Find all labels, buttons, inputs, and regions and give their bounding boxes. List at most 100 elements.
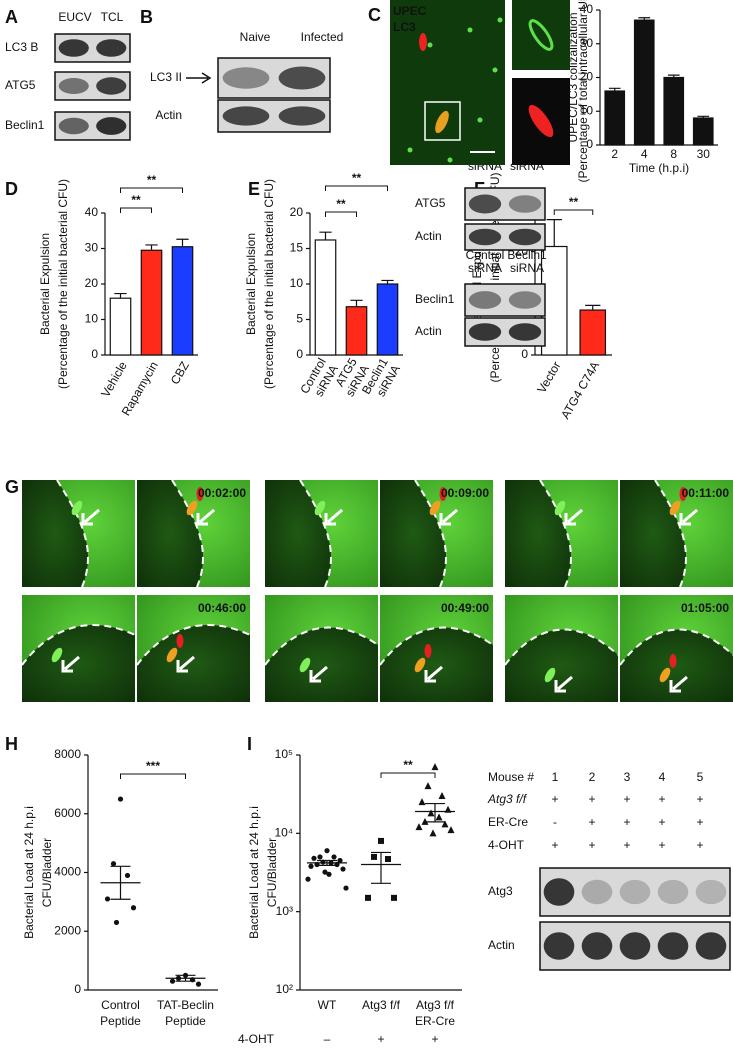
data-point: [308, 863, 314, 869]
y-axis-label: (Percentage of the initial bacterial CFU…: [56, 179, 70, 389]
blot-band: [508, 323, 542, 341]
blot-band: [695, 879, 727, 905]
bacterium: [528, 19, 554, 51]
blot-band: [278, 66, 326, 90]
y-tick-label: 20: [85, 276, 99, 290]
bar: [692, 117, 714, 146]
condition-mark: +: [658, 838, 665, 852]
x-tick-label: Atg3 f/f: [416, 998, 455, 1012]
dark-region: [505, 480, 571, 587]
x-tick-label: Control: [101, 998, 140, 1012]
speck: [447, 157, 453, 163]
arrow: [439, 508, 458, 526]
row-mark: –: [324, 1032, 331, 1046]
arrow: [324, 508, 343, 526]
blot-band: [96, 77, 127, 95]
condition-mark: +: [588, 815, 595, 829]
data-point: [130, 905, 137, 911]
blot-band: [222, 67, 270, 89]
condition-mark: +: [551, 792, 558, 806]
bacterium: [176, 634, 184, 648]
blot-band: [657, 879, 689, 905]
blot-band: [619, 879, 651, 905]
arrow: [186, 72, 212, 84]
y-axis-label: Bacterial Load at 24 h.p.i: [22, 806, 36, 939]
row-label: Beclin1: [5, 118, 45, 132]
data-point: [324, 848, 330, 854]
data-point: [322, 869, 328, 875]
data-point: [378, 837, 384, 844]
x-tick-label: 8: [670, 147, 677, 161]
lane-label: TCL: [101, 10, 124, 24]
x-tick-label-group: Vector: [534, 359, 563, 395]
bacterium: [314, 500, 326, 516]
error-bar: [110, 865, 131, 900]
dark-region: [22, 480, 88, 587]
blot-band: [96, 39, 127, 57]
x-tick-label: ER-Cre: [415, 1014, 455, 1028]
y-axis-label: Bacterial Expulsion: [38, 233, 52, 335]
bacterium: [544, 667, 556, 683]
significance-label: **: [147, 173, 157, 187]
y-tick-label: 10: [290, 276, 304, 290]
lane-label: Beclin1: [507, 248, 547, 262]
x-tick-label: Vector: [534, 359, 563, 395]
bar: [376, 283, 399, 356]
error-bar: [608, 87, 621, 91]
bacterium: [166, 647, 178, 663]
error-bar: [425, 802, 445, 823]
lane-label: siRNA: [510, 261, 544, 275]
dark-region: [137, 480, 203, 587]
bar: [171, 246, 194, 356]
data-point: [435, 813, 443, 821]
boundary: [136, 624, 251, 666]
channel-label: UPEC: [393, 4, 427, 18]
arrow: [196, 508, 215, 526]
lane-label: 4: [659, 770, 666, 784]
condition-mark: +: [658, 815, 665, 829]
arrow: [669, 675, 688, 693]
arrow: [564, 508, 583, 526]
blot-band: [508, 291, 542, 309]
speck: [407, 147, 413, 153]
bacterium: [414, 657, 426, 673]
panel-label: H: [5, 734, 18, 754]
error-bar: [381, 279, 394, 284]
inset: [512, 0, 570, 70]
blot-band: [468, 323, 502, 341]
condition-label: Atg3 f/f: [487, 792, 528, 806]
condition-mark: +: [623, 815, 630, 829]
significance-label: **: [336, 197, 346, 211]
condition-mark: +: [696, 838, 703, 852]
timestamp: 00:09:00: [441, 486, 489, 500]
x-axis-label: Time (h.p.i): [629, 161, 689, 175]
y-tick-label: 0: [296, 347, 303, 361]
data-point: [317, 854, 323, 860]
channel-label: LC3: [393, 20, 416, 34]
dark-region: [265, 480, 331, 587]
bacterium: [424, 644, 432, 658]
x-tick-label: Vehicle: [98, 359, 130, 400]
bar: [314, 239, 337, 356]
blot-band: [468, 228, 502, 246]
data-point: [343, 885, 349, 891]
panel-label: B: [140, 7, 153, 27]
blot-band: [468, 194, 502, 214]
row-mark: +: [377, 1032, 384, 1046]
bacterium: [71, 500, 83, 516]
error-bar: [145, 244, 158, 251]
bacterium: [669, 654, 677, 668]
row-label: LC3 II: [150, 70, 182, 84]
data-point: [110, 861, 117, 867]
y-tick-label: 0: [521, 347, 528, 361]
significance-label: ***: [146, 759, 160, 773]
dark-region: [22, 625, 135, 702]
lane-header-label: Mouse #: [488, 770, 534, 784]
lane-label: 5: [697, 770, 704, 784]
x-tick-label: 4: [641, 147, 648, 161]
data-point: [117, 796, 124, 802]
x-tick-label: 2: [611, 147, 618, 161]
condition-mark: +: [588, 838, 595, 852]
lane-label: Infected: [301, 30, 344, 44]
